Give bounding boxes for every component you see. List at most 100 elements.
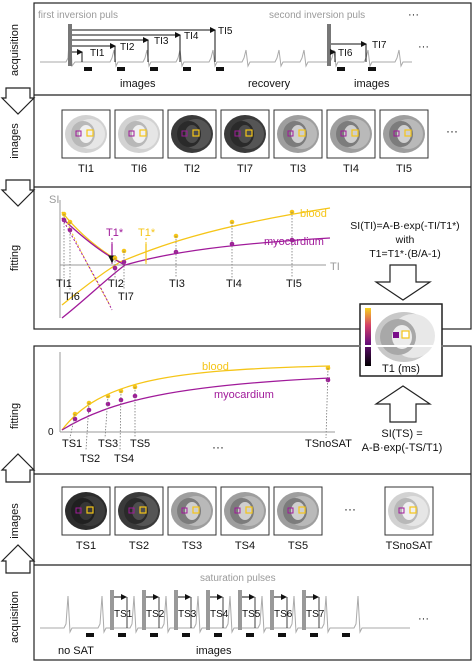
equation-line-2: with bbox=[395, 234, 415, 246]
x-tick: TI5 bbox=[286, 278, 302, 290]
ts-label: TS4 bbox=[210, 609, 229, 620]
t1star-myocardium-label: T1* bbox=[106, 227, 124, 239]
ti-image-thumbnail: TI6 bbox=[114, 109, 164, 175]
t1star-blood-label: T1* bbox=[138, 227, 156, 239]
equation-line-1: SI(TI)=A-B·exp(-TI/T1*) bbox=[350, 220, 459, 232]
up-arrow bbox=[0, 453, 36, 483]
myocardium-legend: myocardium bbox=[214, 389, 274, 401]
ts-label: TS1 bbox=[114, 609, 133, 620]
ti-label: TI1 bbox=[90, 48, 105, 59]
row-label-acquisition: acquisition bbox=[9, 591, 21, 643]
saturation-pulses-label: saturation pulses bbox=[200, 573, 276, 584]
ts-label: TS3 bbox=[178, 609, 197, 620]
images-label: images bbox=[120, 78, 156, 90]
row-label-fitting: fitting bbox=[9, 403, 21, 429]
second-inversion-label: second inversion puls bbox=[269, 10, 365, 21]
t1-fit-plot: SI TI T1* T1* blood myocardium bbox=[49, 194, 340, 319]
image-label: TSnoSAT bbox=[386, 540, 433, 552]
ti-label: TI6 bbox=[338, 48, 353, 59]
x-tick: TI3 bbox=[169, 278, 185, 290]
saturation-pulse bbox=[270, 590, 274, 630]
x-tick: TSnoSAT bbox=[305, 438, 352, 450]
ts-image-thumbnail: TS4 bbox=[220, 486, 270, 552]
ellipsis: ··· bbox=[418, 41, 429, 53]
saturation-pulse bbox=[174, 590, 178, 630]
top-image-row: TI1 TI6 TI2 TI7 TI3 TI4 TI5 bbox=[61, 109, 429, 175]
ecg-trace-top bbox=[40, 25, 412, 68]
x-tick: TS2 bbox=[80, 453, 100, 465]
ts-label: TS5 bbox=[242, 609, 261, 620]
row-label-fitting: fitting bbox=[9, 245, 21, 271]
row-label-acquisition: acquisition bbox=[9, 24, 21, 76]
ti-image-thumbnail: TI3 bbox=[273, 109, 323, 175]
image-label: TS4 bbox=[235, 540, 255, 552]
ts-image-thumbnail: TS5 bbox=[273, 486, 323, 552]
image-label: TI4 bbox=[343, 163, 359, 175]
x-tick: TI1 bbox=[56, 278, 72, 290]
readout-blocks-top bbox=[84, 67, 376, 71]
inversion-pulse bbox=[327, 24, 331, 66]
blood-legend: blood bbox=[202, 361, 229, 373]
x-tick: TS5 bbox=[130, 438, 150, 450]
first-inversion-label: first inversion puls bbox=[38, 10, 118, 21]
blood-legend: blood bbox=[300, 208, 327, 220]
ti-image-thumbnail: TI4 bbox=[326, 109, 376, 175]
image-label: TI6 bbox=[131, 163, 147, 175]
ti-label: TI5 bbox=[218, 26, 233, 37]
ts-image-thumbnail: TSnoSAT bbox=[384, 486, 434, 552]
x-tick: TI6 bbox=[64, 291, 80, 303]
ellipsis: ··· bbox=[418, 613, 429, 625]
readout-blocks-bottom bbox=[86, 633, 350, 637]
ellipsis: ··· bbox=[408, 9, 419, 21]
equation-line-3: T1=T1*·(B/A-1) bbox=[369, 248, 440, 260]
ts-label: TS6 bbox=[274, 609, 293, 620]
up-arrow-to-map bbox=[374, 385, 432, 423]
row-label-images: images bbox=[9, 503, 21, 539]
image-label: TS1 bbox=[76, 540, 96, 552]
x-tick: TI2 bbox=[108, 278, 124, 290]
x-tick: TS4 bbox=[114, 453, 134, 465]
image-label: TI5 bbox=[396, 163, 412, 175]
saturation-pulse bbox=[142, 590, 146, 630]
t1-map-label: T1 (ms) bbox=[382, 363, 420, 375]
ti-label: TI7 bbox=[372, 40, 387, 51]
saturation-pulse bbox=[238, 590, 242, 630]
ti-image-thumbnail: TI1 bbox=[61, 109, 111, 175]
x-tick: TS1 bbox=[62, 438, 82, 450]
up-arrow bbox=[0, 544, 36, 574]
images-label: images bbox=[196, 645, 232, 657]
saturation-pulse bbox=[302, 590, 306, 630]
image-label: TI3 bbox=[290, 163, 306, 175]
ti-arrows bbox=[72, 27, 367, 62]
x-tick-ellipsis: ··· bbox=[212, 440, 224, 454]
ti-image-thumbnail: TI7 bbox=[220, 109, 270, 175]
image-label: TI1 bbox=[78, 163, 94, 175]
ecg-trace-bottom bbox=[40, 595, 410, 634]
saturation-pulse bbox=[110, 590, 114, 630]
row-label-images: images bbox=[9, 123, 21, 159]
down-arrow-to-map bbox=[374, 264, 432, 301]
ts-image-thumbnail: TS2 bbox=[114, 486, 164, 552]
ts-label: TS2 bbox=[146, 609, 165, 620]
myocardium-legend: myocardium bbox=[264, 236, 324, 248]
x-tick: TI4 bbox=[226, 278, 242, 290]
ti-image-thumbnail: TI2 bbox=[167, 109, 217, 175]
images-label: images bbox=[354, 78, 390, 90]
ts-image-thumbnail: TS3 bbox=[167, 486, 217, 552]
image-label: TS5 bbox=[288, 540, 308, 552]
ellipsis: ··· bbox=[446, 124, 458, 138]
bottom-panel-frame bbox=[33, 345, 472, 661]
inversion-pulse bbox=[68, 24, 72, 66]
no-sat-label: no SAT bbox=[58, 645, 94, 657]
saturation-pulse-group: TS1 TS2 TS3 TS4 TS5 TS6 TS7 bbox=[110, 590, 325, 630]
zero-label: 0 bbox=[48, 427, 54, 438]
y-axis-label: SI bbox=[49, 194, 59, 206]
ts-image-thumbnail: TS1 bbox=[61, 486, 111, 552]
t1-colorbar bbox=[365, 308, 371, 366]
ts-label: TS7 bbox=[306, 609, 325, 620]
equation-line-2: A-B·exp(-TS/T1) bbox=[362, 442, 443, 454]
t1-saturation-fit-plot: 0 blood myocardium TS1 TS2 TS3 TS4 TS5 ·… bbox=[48, 352, 352, 465]
saturation-pulse bbox=[206, 590, 210, 630]
